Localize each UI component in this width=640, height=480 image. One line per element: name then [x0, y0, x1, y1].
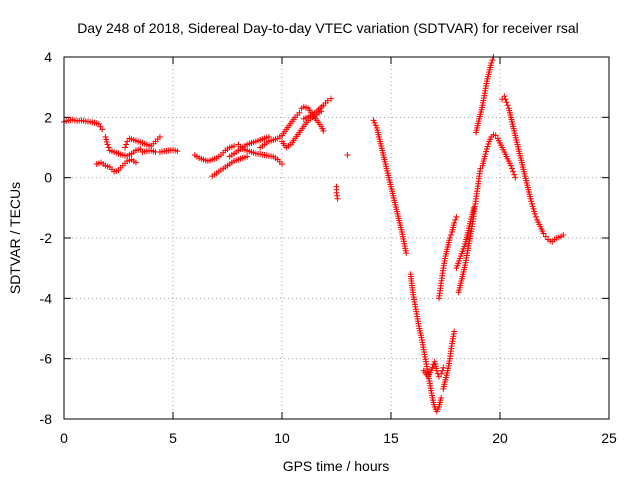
tick-labels: 0 5 10 15 20 25 -8 -6 -4 -2 0 2 4	[40, 49, 617, 446]
data-point	[123, 141, 130, 148]
data-point	[438, 370, 445, 377]
data-points	[61, 54, 567, 415]
data-point	[156, 133, 163, 140]
x-tick-label: 5	[169, 430, 177, 446]
x-tick-label: 25	[601, 430, 617, 446]
data-point	[372, 122, 379, 129]
data-point	[531, 210, 538, 217]
data-point	[439, 367, 446, 374]
data-point	[328, 95, 335, 102]
data-point	[174, 148, 181, 155]
data-point	[320, 127, 327, 134]
y-tick-label: 4	[44, 49, 52, 65]
data-point	[484, 143, 491, 150]
x-tick-label: 10	[274, 430, 290, 446]
data-point	[333, 189, 340, 196]
data-point	[532, 213, 539, 220]
data-point	[502, 96, 509, 103]
data-point	[334, 195, 341, 202]
data-point	[560, 231, 567, 238]
data-point	[489, 57, 496, 64]
data-point	[529, 203, 536, 210]
x-tick-label: 20	[492, 430, 508, 446]
data-point	[453, 213, 460, 220]
data-point	[99, 126, 106, 133]
data-point	[488, 60, 495, 67]
data-point	[344, 152, 351, 159]
data-point	[105, 144, 112, 151]
data-point	[447, 231, 454, 238]
data-point	[370, 117, 377, 124]
data-point	[451, 328, 458, 335]
x-axis-title: GPS time / hours	[283, 458, 390, 474]
data-point	[122, 144, 129, 151]
data-point	[482, 151, 489, 158]
data-point	[492, 132, 499, 139]
data-point	[528, 198, 535, 205]
data-point	[324, 97, 331, 104]
data-point	[540, 230, 547, 237]
data-point	[231, 142, 238, 149]
data-point	[435, 373, 442, 380]
data-point	[334, 192, 341, 199]
plot-frame	[63, 56, 610, 420]
data-point	[124, 138, 131, 145]
data-point	[103, 136, 110, 143]
x-tick-label: 15	[383, 430, 399, 446]
data-point	[504, 102, 511, 109]
data-point	[483, 146, 490, 153]
data-point	[132, 159, 139, 166]
data-point	[530, 205, 537, 212]
data-point	[511, 171, 518, 178]
data-point	[104, 141, 111, 148]
data-point	[446, 235, 453, 241]
data-point	[481, 153, 488, 160]
data-point	[296, 109, 303, 116]
data-point	[507, 162, 514, 169]
data-point	[483, 148, 490, 155]
y-axis-title: SDTVAR / TECUs	[7, 182, 23, 294]
chart-title: Day 248 of 2018, Sidereal Day-to-day VTE…	[77, 20, 579, 36]
data-point	[528, 200, 535, 207]
data-point	[103, 138, 110, 145]
data-point	[477, 165, 484, 172]
data-point	[433, 367, 440, 374]
data-point	[440, 364, 447, 371]
data-point	[452, 216, 459, 223]
data-point	[244, 153, 251, 160]
data-point	[438, 394, 445, 401]
data-point	[542, 233, 549, 240]
data-point	[429, 364, 436, 371]
data-point	[527, 195, 534, 202]
y-tick-label: 2	[44, 109, 52, 125]
data-point	[137, 146, 144, 153]
data-point	[451, 219, 458, 226]
data-point	[501, 93, 508, 100]
grid-lines	[64, 57, 609, 419]
data-point	[531, 208, 538, 215]
data-point	[503, 99, 510, 106]
y-tick-label: -4	[40, 290, 53, 306]
y-tick-label: -8	[40, 411, 53, 427]
y-tick-label: -2	[40, 230, 53, 246]
data-point	[470, 204, 477, 211]
data-point	[510, 168, 517, 175]
data-point	[403, 250, 410, 257]
x-tick-label: 0	[60, 430, 68, 446]
y-tick-label: 0	[44, 170, 52, 186]
data-point	[279, 161, 285, 168]
data-point	[512, 174, 519, 181]
data-point	[485, 140, 492, 147]
y-tick-label: -6	[40, 351, 53, 367]
data-point	[371, 119, 378, 126]
data-point	[102, 133, 109, 140]
data-point	[508, 165, 515, 172]
